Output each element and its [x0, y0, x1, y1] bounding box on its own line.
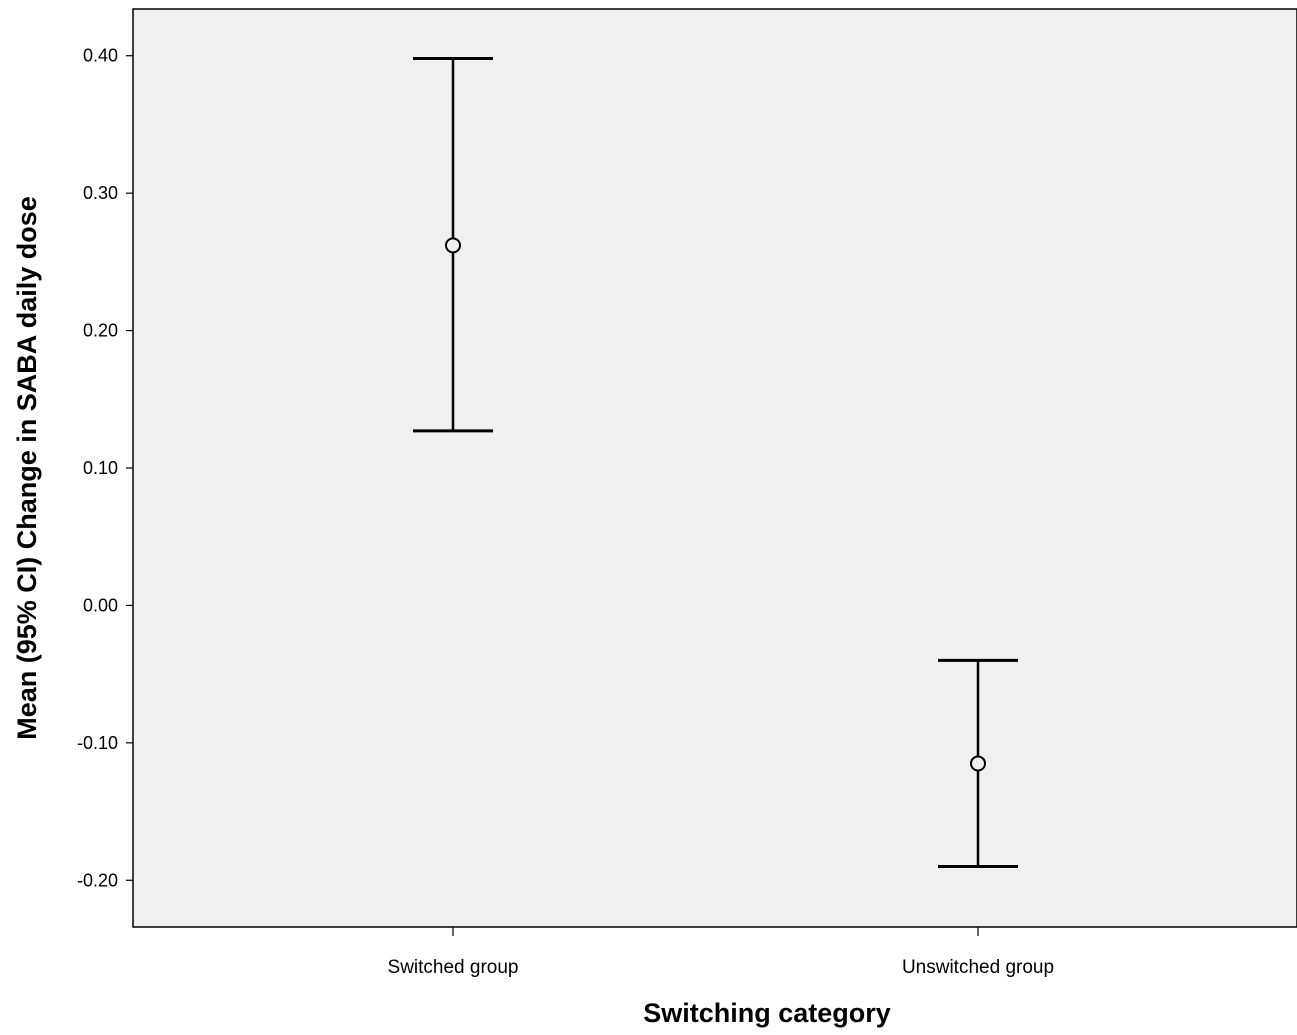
x-axis-title: Switching category	[643, 998, 891, 1028]
y-tick-label: -0.10	[77, 733, 118, 753]
plot-area	[132, 8, 1297, 928]
x-tick-label: Switched group	[388, 957, 519, 978]
x-tick-label: Unswitched group	[902, 957, 1054, 978]
y-tick-label: -0.20	[77, 870, 118, 890]
y-tick-label: 0.30	[83, 183, 118, 203]
x-axis-ticks: Switched group Unswitched group	[388, 927, 1054, 978]
y-axis-title: Mean (95% CI) Change in SABA daily dose	[12, 196, 42, 740]
error-bar-marks	[413, 56, 1018, 869]
mean-marker	[970, 755, 986, 772]
mean-marker	[445, 237, 461, 254]
y-tick-label: 0.20	[83, 321, 118, 341]
y-tick-label: 0.10	[83, 458, 118, 478]
y-axis-ticks: 0.40 0.30 0.20 0.10 0.00 -0.10 -0.20	[77, 46, 133, 890]
y-tick-label: 0.40	[83, 46, 118, 66]
y-tick-label: 0.00	[83, 595, 118, 615]
